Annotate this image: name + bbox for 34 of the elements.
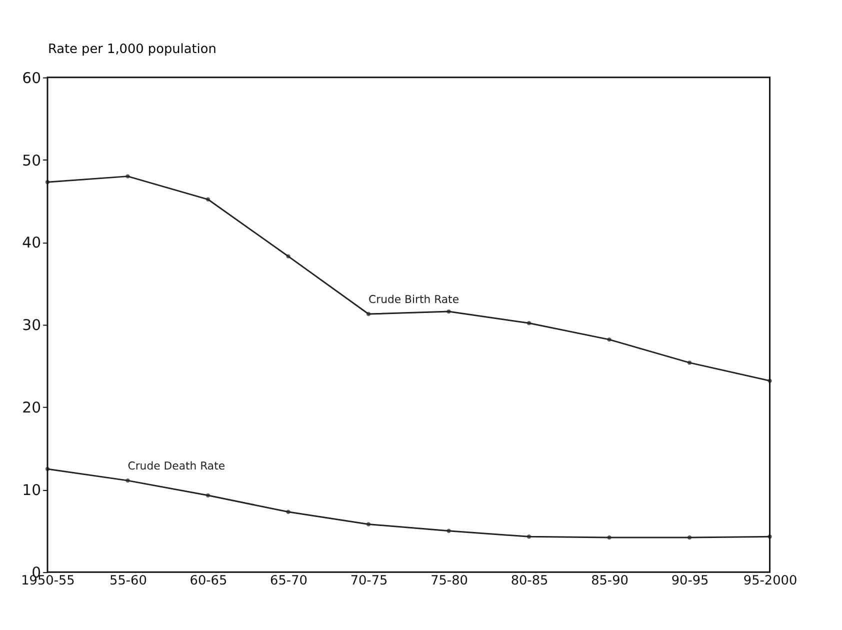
y-tick-label: 20 — [22, 400, 42, 417]
x-tick-label: 95-2000 — [743, 573, 798, 588]
x-tick-label: 80-85 — [510, 573, 548, 588]
y-tick-label: 10 — [22, 482, 42, 500]
x-tick-label: 65-70 — [270, 573, 308, 588]
x-tick-label: 85-90 — [591, 573, 628, 588]
y-axis-title: Rate per 1,000 population — [48, 42, 216, 58]
point — [687, 535, 692, 540]
point — [446, 309, 451, 314]
point — [206, 493, 210, 498]
point — [286, 510, 290, 514]
point — [286, 254, 290, 258]
point — [526, 534, 532, 539]
x-tick-label: 75-80 — [430, 573, 468, 588]
point — [366, 312, 371, 316]
point — [687, 360, 692, 365]
series-label: Crude Death Rate — [128, 460, 226, 473]
point — [607, 535, 612, 540]
x-tick-label: 90-95 — [671, 573, 709, 588]
y-tick-label: 30 — [22, 317, 42, 334]
point — [366, 522, 371, 526]
point — [126, 174, 130, 178]
y-tick-label: 50 — [22, 152, 42, 170]
y-tick-label: 60 — [22, 70, 42, 87]
point — [446, 528, 451, 533]
series-label: Crude Birth Rate — [368, 293, 460, 306]
point — [126, 478, 130, 483]
x-tick-label: 60-65 — [190, 573, 228, 588]
point — [607, 337, 612, 342]
point — [526, 320, 532, 326]
y-tick-label: 40 — [22, 234, 42, 252]
point — [206, 197, 210, 202]
x-tick-label: 55-60 — [110, 573, 147, 588]
x-tick-label: 70-75 — [350, 573, 388, 588]
